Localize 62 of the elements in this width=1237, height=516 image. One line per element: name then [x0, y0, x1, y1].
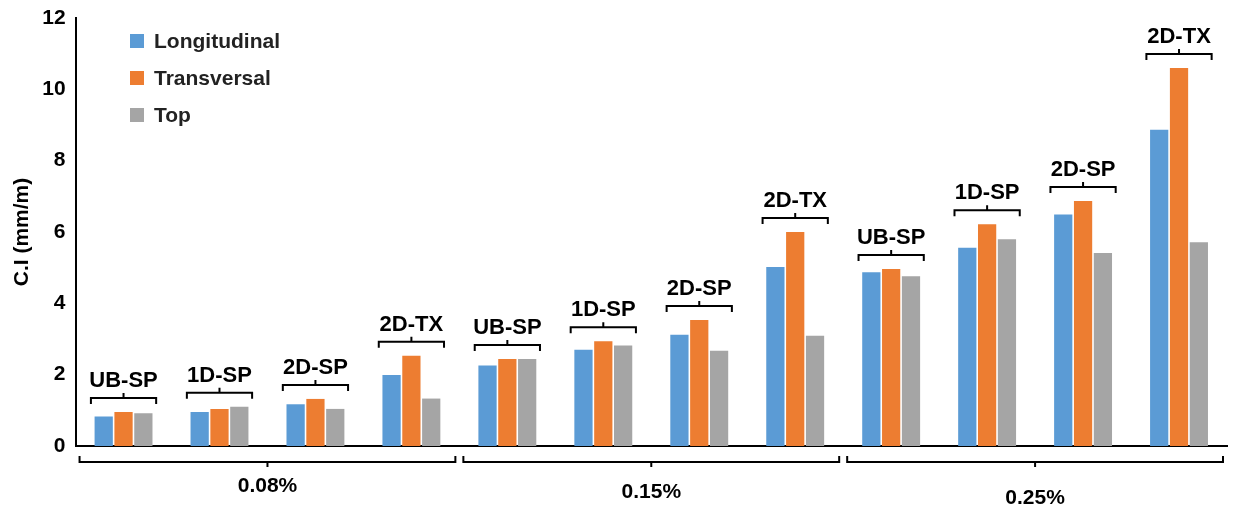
x-tick-label: UB-SP [856, 224, 926, 250]
bar [114, 412, 133, 446]
bar [1073, 200, 1093, 446]
bar [94, 416, 113, 446]
bar [518, 358, 537, 446]
bar [286, 404, 305, 446]
bar [382, 375, 401, 446]
text: 0.25% [1005, 485, 1066, 509]
bar [326, 408, 345, 446]
bar [1189, 242, 1208, 446]
x-tick-label: 1D-SP [187, 361, 252, 387]
bar [690, 320, 709, 446]
bar [306, 398, 325, 446]
x-tick-label: UB-SP [473, 314, 542, 340]
text: 0.08% [237, 473, 298, 497]
bar [422, 398, 441, 446]
bar [230, 406, 249, 446]
bar [670, 334, 689, 446]
bar [1150, 129, 1169, 446]
legend-label: Transversal [153, 64, 272, 91]
x-tick-label: 2D-TX [763, 187, 828, 213]
bar [614, 345, 633, 446]
bar [190, 412, 209, 446]
bar [498, 358, 517, 446]
bar [574, 349, 593, 446]
legend-label: Longitudinal [153, 27, 280, 54]
y-tick-label: 6 [53, 218, 66, 242]
bar [478, 365, 497, 446]
bar [901, 276, 921, 446]
y-tick-label: 8 [53, 147, 66, 171]
y-tick-label: 4 [53, 290, 66, 314]
y-tick-label: 10 [42, 76, 66, 100]
x-tick-label: 2D-TX [1147, 23, 1212, 48]
bar [958, 247, 977, 446]
y-tick-label: 0 [53, 432, 66, 456]
x-tick-label: UB-SP [89, 367, 158, 393]
bar [210, 408, 229, 446]
bar [882, 269, 901, 446]
bar [1054, 214, 1073, 446]
x-tick-label: 1D-SP [954, 179, 1020, 205]
x-tick-label: 1D-SP [570, 296, 636, 322]
bar [1093, 253, 1113, 446]
bar [594, 341, 613, 446]
bar [1169, 67, 1189, 446]
y-tick-label: 12 [42, 4, 66, 28]
bar [786, 232, 805, 446]
y-tick-label: 2 [53, 361, 66, 385]
bar [402, 355, 421, 446]
bar [977, 224, 997, 446]
bar [997, 239, 1017, 446]
bar [766, 266, 785, 446]
x-tick-label: 2D-SP [1050, 156, 1116, 182]
text: 0.15% [621, 479, 682, 503]
bar [709, 350, 729, 446]
bar [805, 335, 825, 446]
x-tick-label: 2D-SP [666, 275, 732, 301]
x-tick-label: 2D-SP [283, 353, 348, 379]
legend-label: Top [153, 101, 192, 128]
bar [862, 272, 881, 446]
y-axis-title: C.I (mm/m) [9, 177, 33, 287]
x-tick-label: 2D-TX [379, 310, 444, 336]
bar [134, 413, 153, 446]
